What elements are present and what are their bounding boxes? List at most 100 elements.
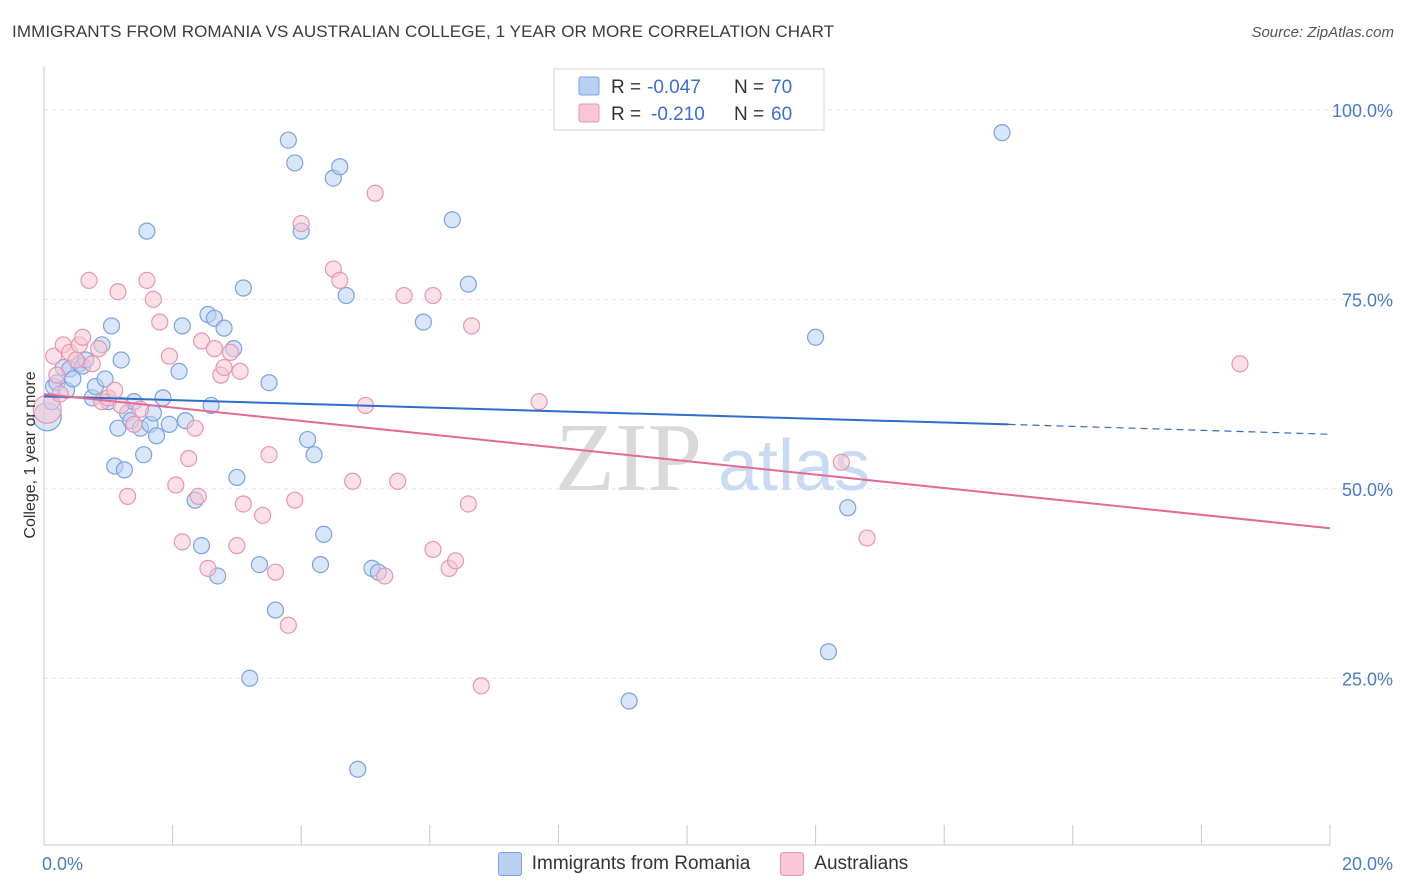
point-0-57: [331, 158, 349, 176]
point-0-53: [305, 446, 323, 464]
point-1-56: [459, 495, 477, 513]
point-1-20: [138, 271, 156, 290]
watermark-zip: ZIP: [555, 404, 702, 512]
point-0-52: [299, 430, 317, 449]
point-1-1: [45, 347, 63, 365]
point-0-29: [147, 427, 166, 445]
y-tick-label-50: 50.0%: [1342, 480, 1393, 500]
legend-swatch-romania: [578, 76, 600, 96]
legend-r-value-romania: -0.047: [647, 77, 701, 98]
chart-title: IMMIGRANTS FROM ROMANIA VS AUSTRALIAN CO…: [12, 22, 835, 41]
point-0-68: [839, 499, 857, 517]
watermark: ZIP atlas: [555, 404, 870, 512]
point-0-67: [819, 643, 838, 661]
series-australians: [32, 184, 1249, 695]
point-1-58: [472, 677, 490, 695]
point-1-59: [530, 393, 548, 411]
point-1-37: [234, 495, 252, 513]
point-0-59: [349, 760, 367, 778]
point-1-46: [344, 472, 362, 490]
legend-r-label-romania: R =: [611, 77, 641, 98]
point-1-51: [395, 286, 413, 305]
point-1-45: [331, 271, 349, 290]
point-0-58: [337, 286, 355, 305]
point-1-22: [151, 313, 169, 331]
bottom-legend-item-australians: Australians: [780, 852, 908, 876]
point-0-33: [173, 317, 191, 335]
point-1-17: [118, 487, 137, 505]
point-1-31: [205, 340, 223, 358]
point-0-62: [414, 313, 432, 331]
point-1-28: [189, 487, 207, 505]
point-1-9: [80, 271, 98, 290]
point-1-39: [260, 446, 278, 464]
point-1-24: [167, 476, 185, 494]
bottom-legend-label-australians: Australians: [814, 853, 909, 874]
chart-source: Source: ZipAtlas.com: [1251, 24, 1394, 41]
legend-n-label-romania: N =: [734, 77, 764, 98]
y-tick-label-25: 25.0%: [1342, 669, 1393, 689]
point-0-43: [228, 468, 246, 487]
point-1-29: [192, 332, 211, 350]
point-0-30: [154, 389, 172, 407]
point-1-11: [90, 340, 108, 358]
trend-line-dashed-0: [1008, 423, 1331, 435]
legend-n-label-australians: N =: [734, 104, 764, 125]
point-0-18: [109, 419, 127, 437]
y-tick-label-100: 100.0%: [1332, 101, 1393, 121]
x-tick-label-max: 20.0%: [1342, 854, 1393, 874]
point-0-55: [315, 525, 333, 543]
point-1-61: [858, 529, 876, 547]
legend-r-label-australians: R =: [611, 104, 641, 125]
y-tick-labels: 25.0% 50.0% 75.0% 100.0%: [1332, 101, 1393, 689]
point-0-46: [250, 555, 269, 574]
point-1-35: [228, 537, 246, 555]
point-1-25: [173, 533, 191, 551]
point-0-63: [443, 211, 461, 229]
point-0-49: [279, 131, 297, 149]
point-1-15: [109, 283, 127, 301]
point-0-48: [266, 601, 285, 619]
point-1-60: [832, 453, 850, 471]
point-0-45: [241, 669, 259, 687]
point-1-36: [231, 362, 249, 380]
trend-line-1: [43, 393, 1331, 530]
point-0-25: [135, 446, 153, 464]
point-0-7: [64, 370, 82, 388]
point-0-66: [806, 328, 825, 346]
bottom-legend-label-romania: Immigrants from Romania: [531, 853, 751, 874]
trend-lines: [43, 393, 1331, 530]
point-0-44: [234, 279, 252, 297]
point-1-52: [424, 540, 442, 559]
bottom-legend-swatch-romania: [497, 852, 522, 876]
point-0-69: [993, 124, 1011, 142]
point-1-55: [446, 552, 465, 570]
point-1-53: [424, 286, 442, 305]
point-1-8: [73, 328, 92, 346]
legend-swatch-australians: [578, 103, 600, 123]
point-1-40: [266, 563, 285, 581]
point-0-14: [96, 370, 114, 388]
point-1-34: [221, 343, 240, 362]
point-0-64: [459, 275, 477, 293]
legend-n-value-australians: 60: [771, 104, 792, 125]
point-0-47: [260, 374, 278, 392]
point-1-62: [1231, 355, 1249, 373]
legend-r-value-australians: -0.210: [651, 104, 705, 125]
point-1-41: [279, 616, 297, 634]
point-1-33: [215, 358, 233, 377]
point-1-49: [376, 567, 394, 585]
point-1-3: [51, 385, 69, 403]
bottom-legend-item-romania: Immigrants from Romania: [497, 852, 751, 876]
point-1-42: [286, 491, 304, 509]
point-0-50: [286, 154, 304, 172]
gridlines: [44, 109, 1392, 679]
point-0-31: [160, 415, 178, 433]
point-0-26: [138, 222, 156, 240]
point-0-20: [115, 461, 133, 479]
point-0-65: [620, 692, 638, 710]
point-1-21: [144, 290, 162, 308]
point-1-38: [254, 506, 272, 524]
point-1-6: [67, 351, 85, 369]
point-1-43: [292, 214, 310, 233]
